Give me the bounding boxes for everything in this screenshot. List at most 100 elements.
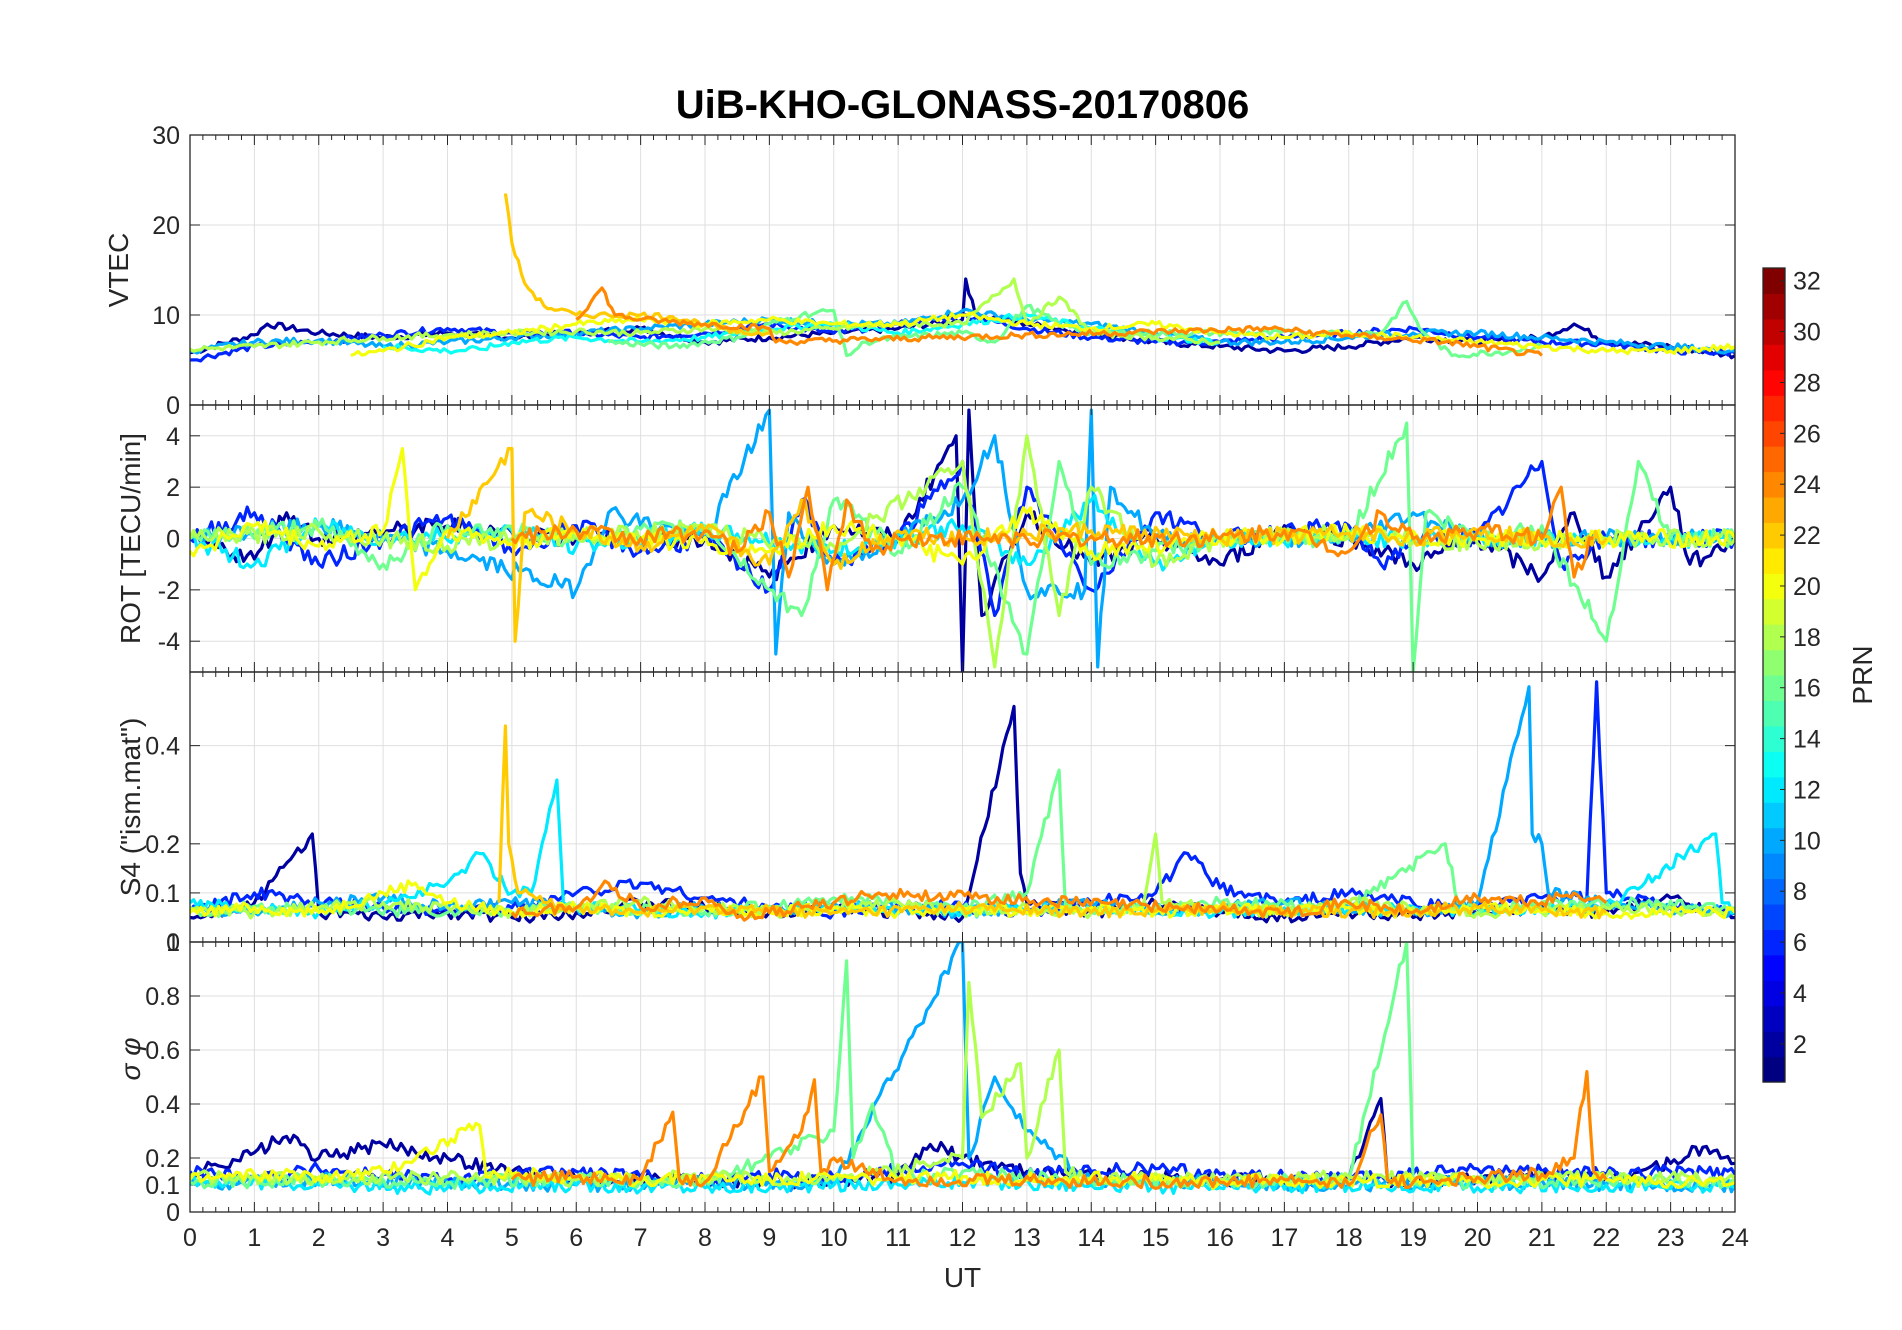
colorbar-swatch — [1763, 700, 1785, 727]
colorbar-label: PRN — [1847, 645, 1878, 704]
colorbar-swatch — [1763, 1031, 1785, 1058]
x-tick-label: 13 — [1013, 1224, 1041, 1252]
colorbar-swatch — [1763, 853, 1785, 880]
colorbar-swatch — [1763, 751, 1785, 778]
series-group — [190, 680, 1735, 924]
series-group — [190, 193, 1735, 363]
colorbar-swatch — [1763, 1005, 1785, 1032]
y-tick-label: 0.1 — [145, 1172, 180, 1200]
series-line-prn-24 — [575, 286, 1544, 357]
y-tick-label: 0.1 — [145, 880, 180, 908]
y-tick-label: 2 — [166, 474, 180, 502]
y-tick-label: 0.2 — [145, 1145, 180, 1173]
series-line-prn-12 — [190, 1174, 1735, 1196]
panel-1: 0 10 20 30 VTEC — [103, 122, 1736, 420]
x-tick-label: 7 — [634, 1224, 648, 1252]
colorbar-tick-label: 16 — [1793, 675, 1821, 703]
x-tick-label: 9 — [762, 1224, 776, 1252]
y-tick-label: 0.6 — [145, 1037, 180, 1065]
y-tick-label: 0.8 — [145, 983, 180, 1011]
x-tick-label: 16 — [1206, 1224, 1234, 1252]
x-axis-label: UT — [944, 1262, 981, 1293]
x-tick-label: 18 — [1335, 1224, 1363, 1252]
y-axis-label: VTEC — [103, 233, 134, 308]
colorbar-swatch — [1763, 573, 1785, 600]
colorbar-swatch — [1763, 802, 1785, 829]
colorbar-swatch — [1763, 776, 1785, 803]
colorbar-swatch — [1763, 420, 1785, 447]
colorbar-swatch — [1763, 446, 1785, 473]
colorbar-tick-label: 12 — [1793, 776, 1821, 804]
x-tick-label: 8 — [698, 1224, 712, 1252]
colorbar-swatch — [1763, 318, 1785, 345]
colorbar-swatch — [1763, 369, 1785, 396]
y-tick-label: 20 — [152, 212, 180, 240]
colorbar-tick-label: 2 — [1793, 1031, 1807, 1059]
y-tick-label: 10 — [152, 302, 180, 330]
y-tick-label: -4 — [158, 628, 180, 656]
colorbar-swatch — [1763, 675, 1785, 702]
series-line-prn-24 — [510, 1070, 1608, 1190]
colorbar-swatch — [1763, 878, 1785, 905]
colorbar-tick-label: 20 — [1793, 573, 1821, 601]
x-tick-label: 14 — [1077, 1224, 1105, 1252]
series-line-prn-10 — [190, 307, 1735, 355]
colorbar-tick-label: 10 — [1793, 827, 1821, 855]
colorbar-tick-label: 8 — [1793, 878, 1807, 906]
x-tick-label: 21 — [1528, 1224, 1556, 1252]
colorbar-tick-label: 22 — [1793, 522, 1821, 550]
series-line-prn-18 — [190, 277, 1221, 353]
series-line-prn-6 — [190, 1158, 1735, 1187]
x-tick-label: 23 — [1657, 1224, 1685, 1252]
x-axis: 0 1 2 3 4 5 6 7 8 9 10 11 12 13 14 15 16 17 18 19 20 21 22 23 24… — [183, 1224, 1749, 1293]
x-tick-label: 3 — [376, 1224, 390, 1252]
colorbar-swatch — [1763, 649, 1785, 676]
colorbar-swatch — [1763, 725, 1785, 752]
colorbar-tick-label: 24 — [1793, 471, 1821, 499]
colorbar-swatch — [1763, 1056, 1785, 1083]
x-tick-label: 19 — [1399, 1224, 1427, 1252]
colorbar-swatch — [1763, 547, 1785, 574]
x-tick-label: 12 — [949, 1224, 977, 1252]
colorbar-swatch — [1763, 395, 1785, 422]
colorbar-swatch — [1763, 471, 1785, 498]
colorbar-tick-label: 14 — [1793, 726, 1821, 754]
colorbar-swatch — [1763, 522, 1785, 549]
series-line-prn-24 — [510, 879, 1608, 922]
series-line-prn-24 — [510, 485, 1594, 592]
series-group — [190, 408, 1735, 672]
colorbar-frame — [1762, 267, 1786, 1083]
x-tick-label: 22 — [1592, 1224, 1620, 1252]
x-tick-label: 17 — [1270, 1224, 1298, 1252]
colorbar-tick-label: 28 — [1793, 369, 1821, 397]
colorbar-swatch — [1763, 980, 1785, 1007]
series-line-prn-18 — [190, 832, 1735, 920]
colorbar-swatch — [1763, 954, 1785, 981]
y-tick-label: -2 — [158, 577, 180, 605]
panel-3: 0 0.1 0.2 0.4S4 ("ism.mat") — [115, 671, 1736, 957]
y-tick-label: 0 — [166, 526, 180, 554]
colorbar-tick-label: 30 — [1793, 319, 1821, 347]
x-tick-label: 1 — [247, 1224, 261, 1252]
y-tick-label: 0 — [166, 929, 180, 957]
colorbar-tick-label: 4 — [1793, 980, 1807, 1008]
y-tick-label: 4 — [166, 423, 180, 451]
y-tick-label: 0.2 — [145, 831, 180, 859]
series-line-prn-20 — [190, 447, 1735, 592]
x-tick-label: 2 — [312, 1224, 326, 1252]
colorbar-tick-label: 32 — [1793, 268, 1821, 296]
x-tick-label: 4 — [441, 1224, 455, 1252]
colorbar-swatch — [1763, 903, 1785, 930]
colorbar-swatch — [1763, 827, 1785, 854]
panel-4: 00.10.20.40.60.81σ φ — [115, 929, 1736, 1227]
x-tick-label: 6 — [569, 1224, 583, 1252]
x-tick-label: 5 — [505, 1224, 519, 1252]
series-line-prn-20 — [190, 1121, 1735, 1191]
y-tick-label: 30 — [152, 122, 180, 150]
y-tick-label: 1 — [166, 929, 180, 957]
x-tick-label: 10 — [820, 1224, 848, 1252]
series-group — [190, 942, 1735, 1196]
x-tick-label: 20 — [1464, 1224, 1492, 1252]
